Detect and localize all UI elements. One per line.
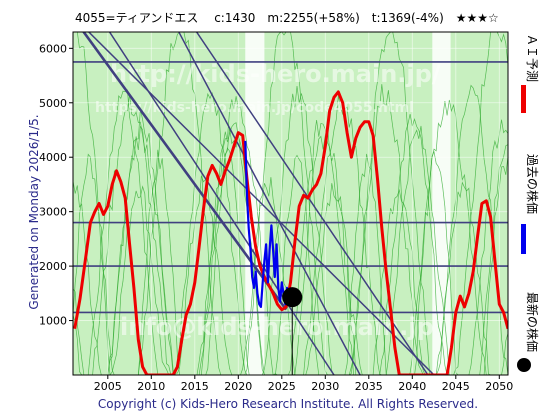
chart-title: 4055=ティアンドエス c:1430 m:2255(+58%) t:1369(… bbox=[75, 11, 499, 25]
x-tick-label: 2035 bbox=[355, 380, 383, 393]
generated-date-label: Generated on Monday 2026/1/5. bbox=[27, 114, 41, 309]
plot-border bbox=[72, 31, 509, 376]
green-oscillation-line bbox=[73, 125, 508, 375]
legend: ＡＩ予測 過去の株価 最新の株価 bbox=[517, 34, 540, 372]
x-tick-label: 2025 bbox=[268, 380, 296, 393]
green-oscillation-line bbox=[73, 32, 508, 375]
trend-line bbox=[87, 32, 435, 375]
x-tick-label: 2050 bbox=[485, 380, 513, 393]
light-band bbox=[432, 32, 451, 375]
y-tick-label: 2000 bbox=[39, 260, 67, 273]
x-tick-label: 2045 bbox=[442, 380, 470, 393]
x-tick-label: 2005 bbox=[94, 380, 122, 393]
green-oscillation-line bbox=[73, 84, 508, 375]
green-oscillation-line bbox=[73, 109, 508, 375]
green-oscillation-line bbox=[73, 94, 508, 375]
y-tick-label: 3000 bbox=[39, 206, 67, 219]
trend-line bbox=[195, 32, 429, 375]
watermark-mail: info@kids-hero.main.jp bbox=[120, 313, 434, 341]
legend-past-swatch bbox=[521, 224, 526, 254]
trend-line bbox=[108, 32, 335, 375]
x-tick-label: 2020 bbox=[224, 380, 252, 393]
green-oscillation-line bbox=[73, 147, 508, 375]
light-band bbox=[245, 32, 265, 375]
watermark-url-code: https://kids-hero.main.jp/code4055.html bbox=[95, 100, 414, 116]
plot-content: http://kids-hero.main.jp/https://kids-he… bbox=[73, 32, 508, 375]
watermark-url: http://kids-hero.main.jp/ bbox=[110, 60, 441, 88]
legend-latest-label: 最新の株価 bbox=[525, 292, 540, 352]
legend-ai-swatch bbox=[521, 85, 526, 113]
past-price-line bbox=[244, 140, 292, 308]
legend-ai-label: ＡＩ予測 bbox=[525, 34, 539, 82]
trend-line bbox=[177, 32, 361, 375]
y-tick-label: 1000 bbox=[39, 315, 67, 328]
legend-past-label: 過去の株価 bbox=[525, 154, 540, 214]
plot-area: http://kids-hero.main.jp/https://kids-he… bbox=[39, 31, 513, 393]
latest-price-point bbox=[282, 287, 303, 308]
x-tick-label: 2015 bbox=[181, 380, 209, 393]
y-tick-label: 4000 bbox=[39, 151, 67, 164]
x-tick-label: 2030 bbox=[311, 380, 339, 393]
y-tick-label: 6000 bbox=[39, 42, 67, 55]
copyright-footer: Copyright (c) Kids-Hero Research Institu… bbox=[98, 397, 478, 411]
legend-latest-swatch bbox=[517, 358, 531, 372]
green-oscillation-line bbox=[73, 175, 508, 375]
x-tick-label: 2010 bbox=[137, 380, 165, 393]
ai-forecast-line bbox=[73, 90, 508, 375]
y-tick-label: 5000 bbox=[39, 97, 67, 110]
x-tick-label: 2040 bbox=[398, 380, 426, 393]
